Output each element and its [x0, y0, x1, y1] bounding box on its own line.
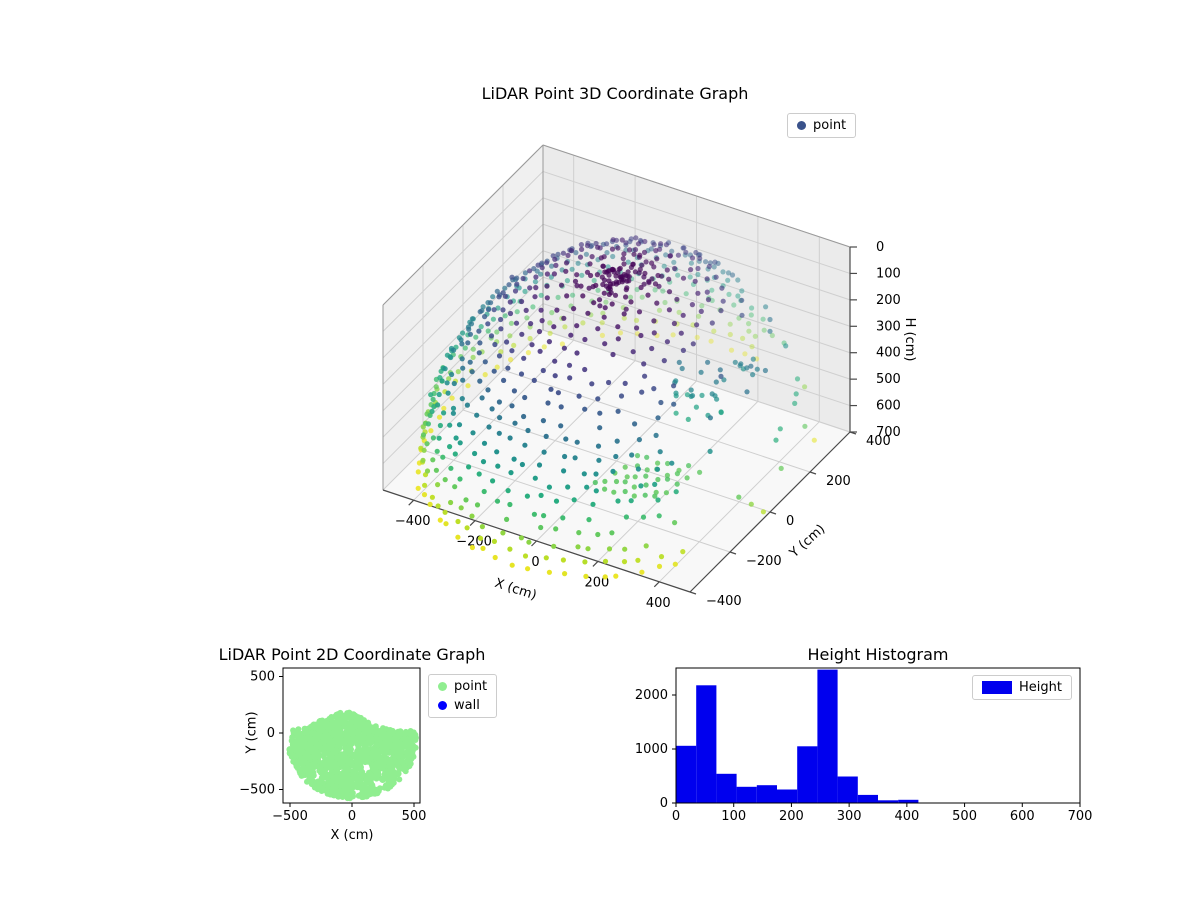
plot2d-points	[286, 709, 419, 802]
svg-text:−200: −200	[746, 554, 782, 569]
legend-label-point: point	[454, 679, 488, 694]
svg-text:400: 400	[894, 809, 919, 824]
hist-title: Height Histogram	[807, 645, 949, 664]
svg-text:200: 200	[876, 293, 901, 308]
svg-text:−500: −500	[272, 809, 308, 824]
hist-legend: Height	[972, 675, 1072, 700]
svg-text:300: 300	[837, 809, 862, 824]
svg-text:2000: 2000	[635, 688, 668, 703]
svg-text:400: 400	[876, 346, 901, 361]
histogram: 0 100 200 300 400 500 600 700 0 1000 2000	[635, 667, 1093, 824]
height-patch-icon	[982, 681, 1012, 694]
svg-text:300: 300	[876, 319, 901, 334]
svg-text:0: 0	[786, 514, 794, 529]
svg-text:600: 600	[1010, 809, 1035, 824]
svg-text:200: 200	[584, 575, 609, 590]
svg-text:400: 400	[646, 596, 671, 611]
plot3d-legend: point	[787, 113, 857, 138]
svg-text:500: 500	[402, 809, 427, 824]
svg-text:0: 0	[660, 796, 668, 811]
point-marker-icon	[797, 121, 806, 130]
svg-text:1000: 1000	[635, 742, 668, 757]
histogram-bars	[676, 669, 919, 803]
svg-text:0: 0	[531, 555, 539, 570]
svg-text:−500: −500	[239, 783, 275, 798]
plot2d-tick-labels: −500 0 500 −500 0 500	[239, 670, 426, 825]
plot2d-xlabel: X (cm)	[330, 828, 374, 843]
legend-entry-point: point	[438, 679, 487, 694]
svg-text:500: 500	[952, 809, 977, 824]
plot2d-title: LiDAR Point 2D Coordinate Graph	[218, 645, 486, 664]
svg-text:0: 0	[672, 809, 680, 824]
svg-text:0: 0	[267, 726, 275, 741]
legend-entry-wall: wall	[438, 698, 487, 713]
legend-label-wall: wall	[454, 698, 480, 713]
svg-text:500: 500	[250, 670, 275, 685]
svg-text:0: 0	[876, 240, 884, 255]
plot3d-points	[415, 235, 817, 580]
histogram-tick-labels: 0 100 200 300 400 500 600 700 0 1000 2000	[635, 688, 1093, 824]
svg-text:100: 100	[721, 809, 746, 824]
legend-label-height: Height	[1019, 680, 1062, 695]
svg-text:400: 400	[866, 434, 891, 449]
svg-text:X (cm): X (cm)	[493, 576, 539, 604]
svg-text:−400: −400	[706, 594, 742, 609]
svg-text:600: 600	[876, 399, 901, 414]
plot2d: −500 0 500 −500 0 500	[239, 667, 426, 825]
svg-text:H (cm): H (cm)	[902, 318, 917, 362]
plot2d-ylabel: Y (cm)	[244, 711, 260, 754]
plot2d-legend: point wall	[428, 674, 498, 718]
svg-text:500: 500	[876, 372, 901, 387]
svg-text:200: 200	[826, 474, 851, 489]
svg-text:700: 700	[876, 425, 901, 440]
point-marker-icon	[438, 682, 447, 691]
svg-text:−400: −400	[395, 514, 431, 529]
svg-text:700: 700	[1068, 809, 1093, 824]
legend-entry-height: Height	[982, 680, 1062, 695]
plot3d-title: LiDAR Point 3D Coordinate Graph	[481, 84, 749, 103]
svg-text:100: 100	[876, 266, 901, 281]
legend-entry-point: point	[797, 118, 846, 133]
wall-marker-icon	[438, 701, 447, 710]
svg-text:200: 200	[779, 809, 804, 824]
legend-label-point: point	[813, 118, 847, 133]
svg-text:0: 0	[348, 809, 356, 824]
